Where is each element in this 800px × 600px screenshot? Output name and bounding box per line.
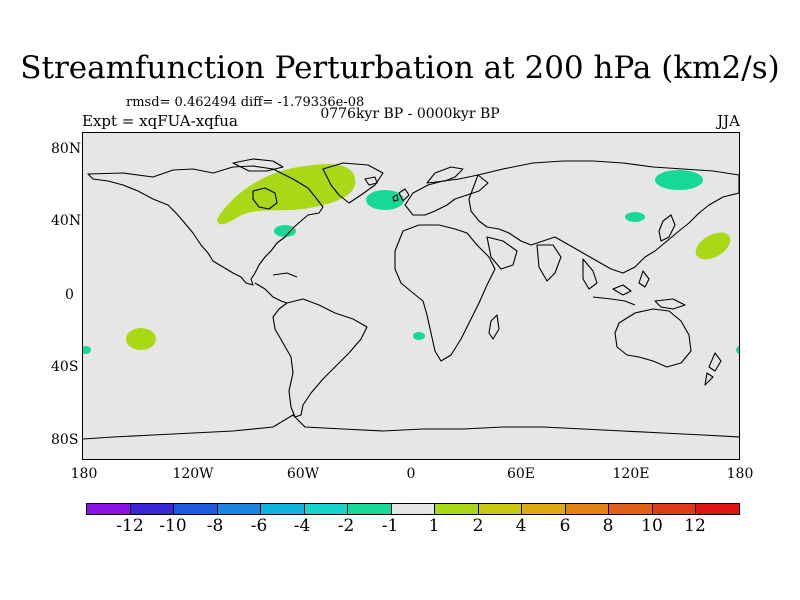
colorbar-label: 4 [515, 516, 527, 536]
colorbar-label: -1 [381, 516, 399, 536]
colorbar [86, 503, 740, 515]
coastlines [83, 158, 739, 440]
anomaly-east-edge [736, 346, 739, 354]
colorbar-label: 2 [472, 516, 484, 536]
x-tick-label: 0 [406, 466, 416, 482]
colorbar-swatch [652, 504, 697, 514]
x-tick-label: 180 [70, 466, 98, 482]
colorbar-swatch [478, 504, 523, 514]
x-tick-label: 60E [506, 466, 536, 482]
world-map [83, 158, 739, 440]
y-tick-label: 0 [65, 287, 74, 303]
colorbar-label: -6 [250, 516, 268, 536]
colorbar-swatch [261, 504, 305, 514]
colorbar-swatch [696, 504, 739, 514]
colorbar-swatch [304, 504, 349, 514]
anomaly-layer [83, 164, 739, 354]
period-text: 0776kyr BP - 0000kyr BP [320, 106, 500, 122]
anomaly-siberia [655, 170, 703, 190]
anomaly-south-pacific [126, 328, 156, 350]
anomaly-western-atlantic [274, 225, 296, 237]
colorbar-swatch [609, 504, 653, 514]
colorbar-label: 1 [428, 516, 440, 536]
colorbar-swatch [348, 504, 392, 514]
colorbar-label: -2 [337, 516, 355, 536]
colorbar-swatch [174, 504, 218, 514]
colorbar-label: -4 [293, 516, 311, 536]
stats-text: rmsd= 0.462494 diff= -1.79336e-08 [126, 95, 365, 110]
anomaly-east-asia [625, 212, 645, 222]
x-tick-label: 180 [726, 466, 754, 482]
colorbar-label: -12 [116, 516, 144, 536]
colorbar-label: -10 [159, 516, 187, 536]
anomaly-west-edge [83, 346, 91, 354]
y-tick-label: 80S [51, 432, 79, 448]
season-text: JJA [717, 112, 740, 130]
anomaly-north-pacific [695, 232, 731, 260]
y-tick-label: 40S [51, 359, 79, 375]
colorbar-label: 12 [684, 516, 706, 536]
anomaly-south-atlantic [413, 332, 425, 340]
y-tick-label: 40N [51, 213, 82, 229]
anomaly-north-america [217, 164, 356, 225]
x-tick-label: 120W [172, 466, 214, 482]
colorbar-swatch [565, 504, 610, 514]
y-tick-label: 80N [51, 141, 82, 157]
colorbar-label: 10 [641, 516, 663, 536]
experiment-text: Expt = xqFUA-xqfua [82, 112, 238, 130]
colorbar-swatch [217, 504, 262, 514]
anomaly-north-atlantic [366, 190, 404, 210]
colorbar-swatch [130, 504, 175, 514]
colorbar-label: 8 [602, 516, 614, 536]
colorbar-swatch [522, 504, 566, 514]
x-tick-label: 60W [286, 466, 320, 482]
colorbar-label: -8 [206, 516, 224, 536]
colorbar-swatch [391, 504, 436, 514]
map-panel [82, 132, 740, 460]
figure-title: Streamfunction Perturbation at 200 hPa (… [20, 50, 780, 86]
colorbar-swatch [87, 504, 131, 514]
colorbar-label: 6 [559, 516, 571, 536]
x-tick-label: 120E [612, 466, 650, 482]
colorbar-swatch [435, 504, 479, 514]
